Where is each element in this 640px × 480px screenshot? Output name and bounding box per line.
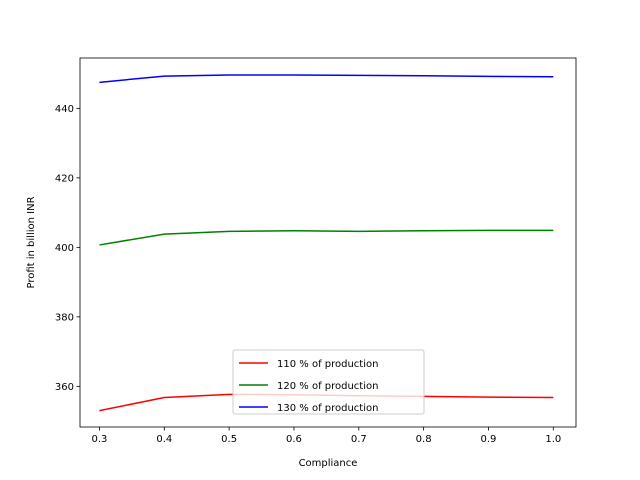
y-tick-label: 420 [55,173,74,184]
y-tick-label: 360 [55,382,74,393]
legend-label: 110 % of production [277,359,378,370]
x-tick-label: 0.8 [416,434,432,445]
series-line-3 [99,74,554,84]
x-tick-label: 1.0 [545,434,561,445]
series-line-2 [99,229,554,246]
legend-box [232,349,425,415]
x-axis-label: Compliance [299,458,358,469]
x-tick-label: 0.6 [286,434,302,445]
x-tick-label: 0.5 [221,434,237,445]
y-tick-label: 400 [55,243,74,254]
y-axis: 360 380 400 420 440 [55,104,80,393]
legend: 110 % of production 120 % of production 13… [232,349,425,415]
legend-label: 120 % of production [277,381,378,392]
x-tick-label: 0.7 [351,434,367,445]
legend-label: 130 % of production [277,403,378,414]
y-axis-label: Profit in billion INR [26,196,37,288]
x-tick-label: 0.3 [91,434,107,445]
x-tick-label: 0.9 [481,434,497,445]
x-tick-label: 0.4 [156,434,172,445]
y-tick-label: 440 [55,104,74,115]
x-axis: 0.3 0.4 0.5 0.6 0.7 0.8 0.9 1.0 [91,427,561,445]
plot-frame [79,57,577,428]
y-tick-label: 380 [55,312,74,323]
